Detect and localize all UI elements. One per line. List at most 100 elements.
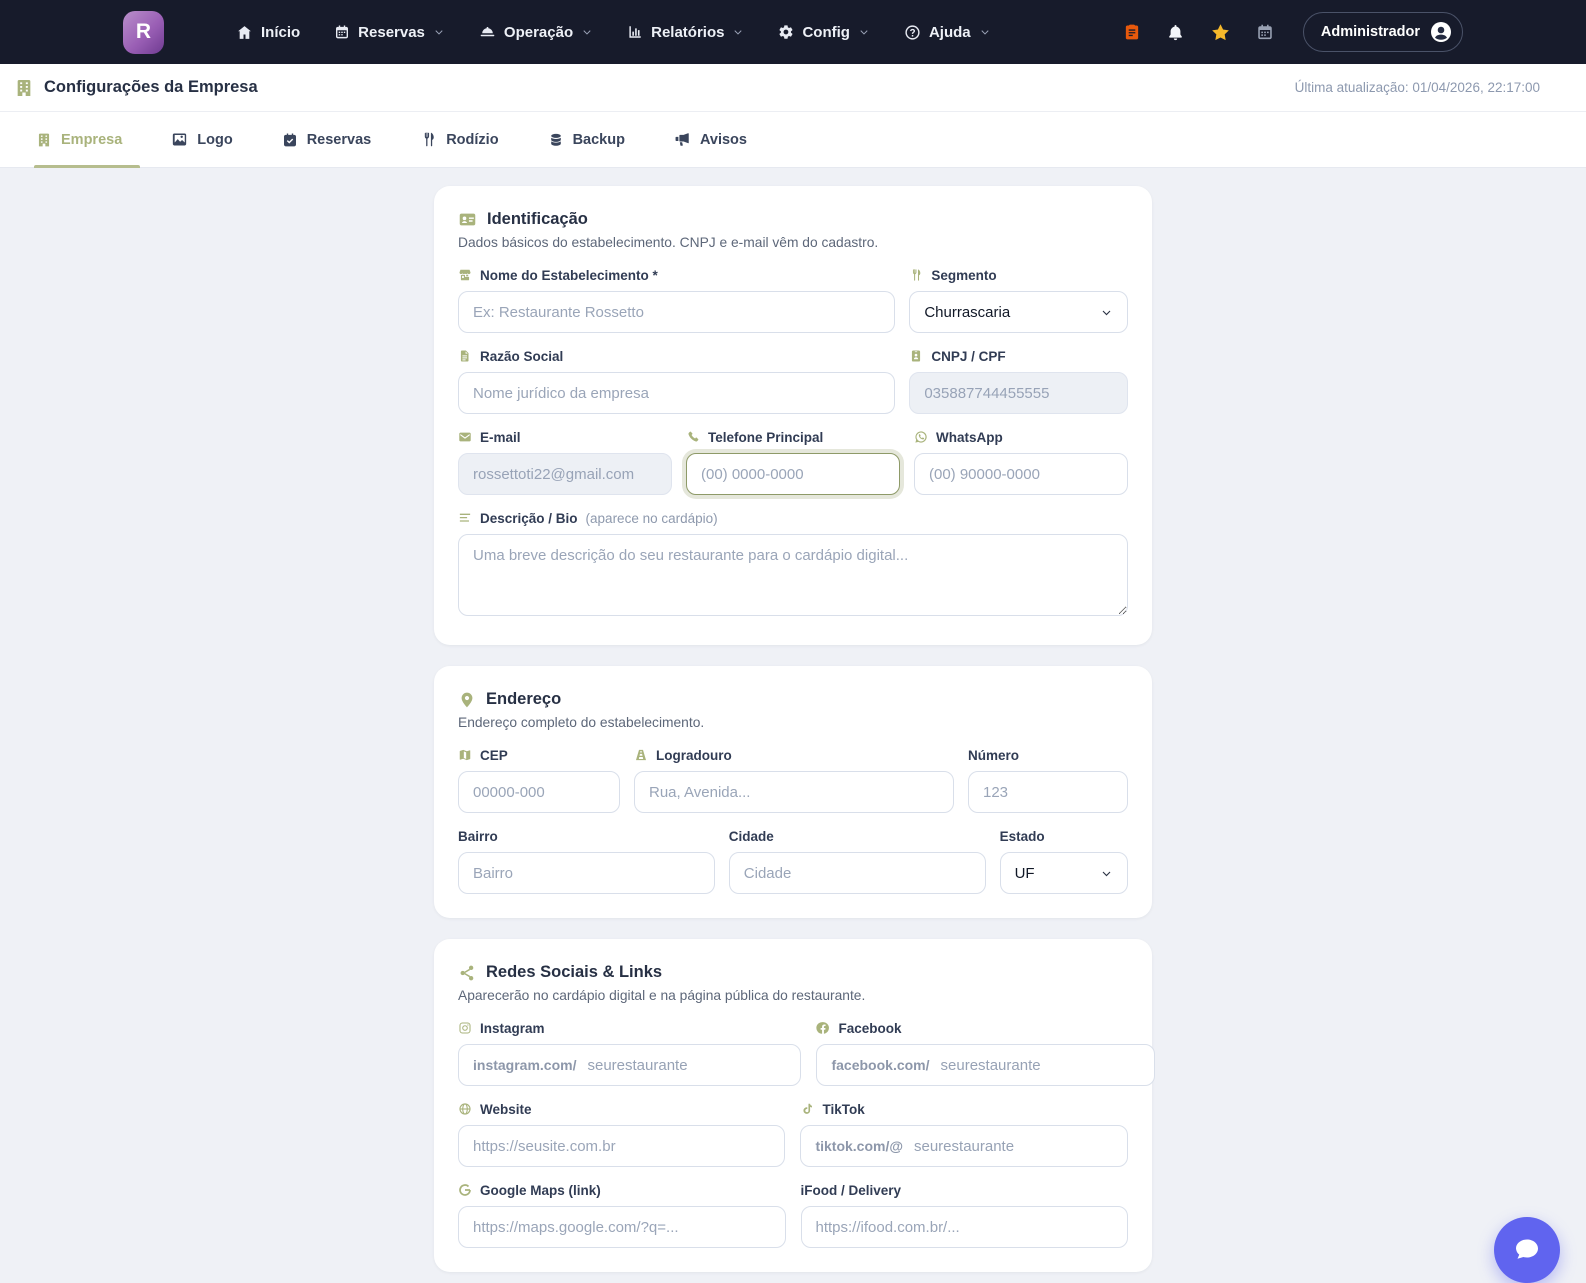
tiktok-icon	[800, 1102, 814, 1116]
admin-menu-button[interactable]: Administrador	[1302, 12, 1463, 52]
google-g-icon	[458, 1183, 472, 1197]
nav-label: Operação	[503, 23, 574, 41]
chevron-down-icon	[732, 26, 744, 38]
ifood-input[interactable]	[800, 1206, 1128, 1248]
nav-item-reservas[interactable]: Reservas	[334, 24, 445, 41]
bairro-input[interactable]	[458, 852, 715, 894]
razao-social-input[interactable]	[458, 372, 896, 414]
gear-icon	[778, 24, 794, 40]
text-lines-icon	[458, 511, 472, 525]
phone-icon	[686, 430, 700, 444]
nome-input[interactable]	[458, 291, 896, 333]
logradouro-input[interactable]	[634, 771, 954, 813]
nav-label: Reservas	[358, 23, 425, 41]
facebook-prefix: facebook.com/	[831, 1057, 930, 1073]
bell-icon[interactable]	[1166, 23, 1185, 42]
field-label: CNPJ / CPF	[909, 348, 1128, 364]
utensils-icon	[909, 268, 923, 282]
storefront-icon	[458, 268, 472, 282]
envelope-icon	[458, 430, 472, 444]
facebook-input[interactable]	[940, 1056, 1140, 1074]
field-label: Instagram	[458, 1020, 801, 1036]
nav-item-relatorios[interactable]: Relatórios	[627, 24, 744, 41]
field-nome: Nome do Estabelecimento *	[458, 267, 896, 333]
chat-fab-button[interactable]	[1494, 1217, 1560, 1283]
field-label: TikTok	[800, 1101, 1128, 1117]
map-pin-icon	[458, 691, 476, 709]
cep-input[interactable]	[458, 771, 620, 813]
top-navbar: R Início Reservas Operação Relatórios	[0, 0, 1586, 64]
google-maps-input[interactable]	[458, 1206, 786, 1248]
card-title: Identificação	[458, 210, 1128, 229]
tiktok-input[interactable]	[914, 1137, 1113, 1155]
chevron-down-icon	[581, 26, 593, 38]
field-razao-social: Razão Social	[458, 348, 896, 414]
tab-backup[interactable]: Backup	[548, 112, 625, 167]
facebook-icon	[816, 1021, 830, 1035]
nav-item-config[interactable]: Config	[778, 24, 869, 41]
tab-empresa[interactable]: Empresa	[33, 112, 141, 168]
field-label: E-mail	[458, 429, 672, 445]
map-icon	[458, 748, 472, 762]
clipboard-icon[interactable]	[1123, 23, 1141, 41]
nav-item-inicio[interactable]: Início	[236, 24, 300, 41]
tab-logo[interactable]: Logo	[171, 112, 233, 167]
tiktok-prefix: tiktok.com/@	[815, 1138, 903, 1154]
website-input[interactable]	[458, 1125, 786, 1167]
star-icon[interactable]	[1210, 22, 1231, 43]
card-title: Endereço	[458, 690, 1128, 709]
field-label: Descrição / Bio (aparece no cardápio)	[458, 510, 1128, 526]
whatsapp-input[interactable]	[914, 453, 1128, 495]
descricao-textarea[interactable]	[458, 534, 1128, 616]
field-label-hint: (aparece no cardápio)	[585, 510, 718, 526]
facebook-input-group: facebook.com/	[816, 1044, 1155, 1086]
email-input	[458, 453, 672, 495]
calendar-icon	[334, 24, 350, 40]
whatsapp-icon	[914, 430, 928, 444]
home-icon	[236, 24, 253, 41]
field-website: Website	[458, 1101, 786, 1167]
field-telefone: Telefone Principal	[686, 429, 900, 495]
instagram-input-group: instagram.com/	[458, 1044, 802, 1086]
card-subtitle: Dados básicos do estabelecimento. CNPJ e…	[458, 235, 879, 250]
field-label: Logradouro	[634, 747, 954, 763]
calendar-icon[interactable]	[1256, 23, 1274, 41]
file-icon	[458, 349, 472, 363]
tab-rodizio[interactable]: Rodízio	[420, 112, 499, 167]
tab-avisos[interactable]: Avisos	[674, 112, 747, 167]
chevron-down-icon	[1100, 867, 1113, 880]
calendar-check-icon	[282, 132, 298, 148]
field-label: Website	[458, 1101, 785, 1117]
service-bell-icon	[479, 24, 496, 41]
tab-reservas[interactable]: Reservas	[282, 112, 371, 167]
app-logo[interactable]: R	[123, 10, 164, 54]
field-logradouro: Logradouro	[634, 747, 954, 813]
cnpj-input	[909, 372, 1128, 414]
user-circle-icon	[1429, 20, 1453, 44]
nav-label: Início	[261, 23, 301, 41]
field-tiktok: TikTok tiktok.com/@	[800, 1101, 1128, 1167]
segmento-select[interactable]: Churrascaria	[909, 291, 1128, 333]
field-descricao: Descrição / Bio (aparece no cardápio)	[458, 510, 1128, 621]
nav-item-ajuda[interactable]: Ajuda	[904, 24, 991, 41]
nav-item-operacao[interactable]: Operação	[479, 24, 593, 41]
building-icon	[36, 132, 52, 148]
field-instagram: Instagram instagram.com/	[458, 1020, 802, 1086]
page-title: Configurações da Empresa	[14, 78, 258, 98]
field-label: Razão Social	[458, 348, 895, 364]
telefone-input[interactable]	[686, 453, 900, 495]
chat-icon	[1512, 1235, 1542, 1265]
cidade-input[interactable]	[728, 852, 986, 894]
last-update-text: Última atualização: 01/04/2026, 22:17:00	[1294, 80, 1540, 95]
field-cep: CEP	[458, 747, 620, 813]
numero-input[interactable]	[968, 771, 1128, 813]
card-title: Redes Sociais & Links	[458, 963, 1128, 982]
chevron-down-icon	[433, 26, 445, 38]
database-icon	[548, 132, 564, 148]
field-facebook: Facebook facebook.com/	[816, 1020, 1155, 1086]
field-email: E-mail	[458, 429, 672, 495]
estado-select[interactable]: UF	[999, 852, 1128, 894]
nav-label: Relatórios	[651, 23, 725, 41]
field-estado: Estado UF	[999, 828, 1128, 894]
instagram-input[interactable]	[587, 1056, 787, 1074]
